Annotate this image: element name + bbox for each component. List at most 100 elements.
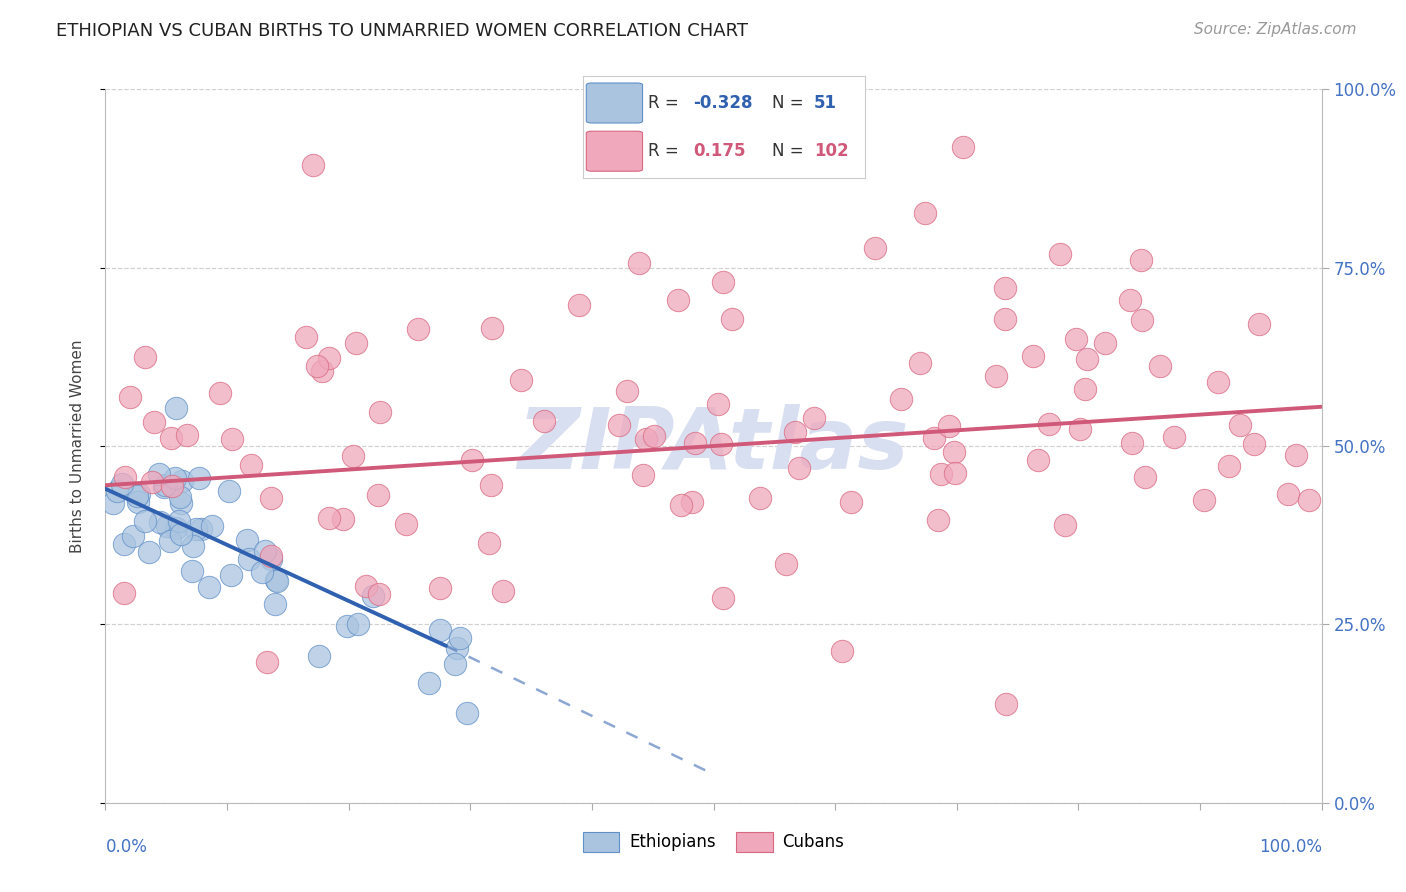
- Point: [128, 487, 150, 501]
- Point: [636, 432, 658, 446]
- Point: [1298, 493, 1320, 508]
- Text: N =: N =: [772, 94, 808, 112]
- Point: [111, 476, 134, 491]
- Point: [1074, 382, 1097, 396]
- Point: [1064, 332, 1087, 346]
- Point: [1249, 317, 1271, 331]
- Point: [318, 511, 340, 525]
- Point: [311, 364, 333, 378]
- Point: [666, 293, 689, 307]
- Point: [1149, 359, 1171, 374]
- Point: [683, 436, 706, 450]
- Point: [1038, 417, 1060, 431]
- Point: [631, 468, 654, 483]
- Point: [607, 418, 630, 433]
- Text: R =: R =: [648, 142, 685, 161]
- Point: [318, 351, 340, 365]
- Point: [342, 450, 364, 464]
- Point: [929, 467, 952, 481]
- Point: [994, 697, 1017, 711]
- Point: [1243, 437, 1265, 451]
- Point: [160, 479, 183, 493]
- Legend: Ethiopians, Cubans: Ethiopians, Cubans: [576, 825, 851, 859]
- Point: [134, 514, 156, 528]
- Point: [1277, 487, 1299, 501]
- Point: [209, 386, 232, 401]
- Point: [1206, 376, 1229, 390]
- Point: [443, 657, 465, 671]
- Point: [681, 495, 703, 509]
- Point: [568, 298, 591, 312]
- Point: [368, 405, 391, 419]
- Point: [616, 384, 638, 399]
- Point: [134, 350, 156, 364]
- Point: [863, 241, 886, 255]
- Point: [478, 535, 501, 549]
- Point: [1129, 252, 1152, 267]
- Point: [260, 552, 283, 566]
- Point: [831, 643, 853, 657]
- Point: [1076, 352, 1098, 367]
- Text: ETHIOPIAN VS CUBAN BIRTHS TO UNMARRIED WOMEN CORRELATION CHART: ETHIOPIAN VS CUBAN BIRTHS TO UNMARRIED W…: [56, 22, 748, 40]
- Point: [914, 205, 936, 219]
- Point: [456, 706, 478, 720]
- Point: [264, 573, 287, 587]
- Point: [775, 557, 797, 571]
- Point: [142, 416, 165, 430]
- Text: ZIPAtlas: ZIPAtlas: [517, 404, 910, 488]
- Point: [943, 445, 966, 459]
- Point: [1192, 492, 1215, 507]
- Point: [927, 513, 949, 527]
- Point: [114, 470, 136, 484]
- Point: [121, 529, 143, 543]
- Point: [149, 515, 172, 529]
- Point: [984, 369, 1007, 384]
- Point: [1133, 470, 1156, 484]
- Point: [418, 675, 440, 690]
- Point: [218, 483, 240, 498]
- Point: [367, 587, 389, 601]
- Y-axis label: Births to Unmarried Women: Births to Unmarried Women: [70, 339, 84, 553]
- Point: [395, 516, 418, 531]
- Point: [153, 477, 176, 491]
- Point: [1121, 435, 1143, 450]
- Point: [710, 437, 733, 451]
- Point: [922, 431, 945, 445]
- Point: [181, 539, 204, 553]
- Point: [125, 489, 148, 503]
- Point: [256, 655, 278, 669]
- Point: [1285, 448, 1308, 462]
- Point: [105, 483, 128, 498]
- Point: [221, 432, 243, 446]
- Point: [994, 281, 1017, 295]
- Point: [938, 419, 960, 434]
- Text: -0.328: -0.328: [693, 94, 752, 112]
- Point: [103, 495, 125, 509]
- Point: [165, 401, 187, 416]
- Point: [908, 356, 931, 370]
- FancyBboxPatch shape: [586, 131, 643, 171]
- Point: [266, 574, 288, 589]
- Point: [1069, 421, 1091, 435]
- Point: [711, 276, 734, 290]
- Point: [221, 568, 243, 582]
- Text: R =: R =: [648, 94, 685, 112]
- Text: 0.0%: 0.0%: [105, 838, 148, 856]
- Point: [336, 618, 359, 632]
- Point: [429, 623, 451, 637]
- Point: [332, 512, 354, 526]
- Point: [461, 453, 484, 467]
- Point: [643, 429, 665, 443]
- Point: [259, 491, 281, 505]
- Text: 100.0%: 100.0%: [1258, 838, 1322, 856]
- Point: [112, 585, 135, 599]
- Point: [839, 494, 862, 508]
- Point: [120, 391, 142, 405]
- Point: [406, 322, 429, 336]
- Point: [127, 495, 149, 509]
- Point: [783, 425, 806, 439]
- Point: [163, 471, 186, 485]
- Point: [264, 597, 287, 611]
- Point: [190, 522, 212, 536]
- Point: [721, 312, 744, 326]
